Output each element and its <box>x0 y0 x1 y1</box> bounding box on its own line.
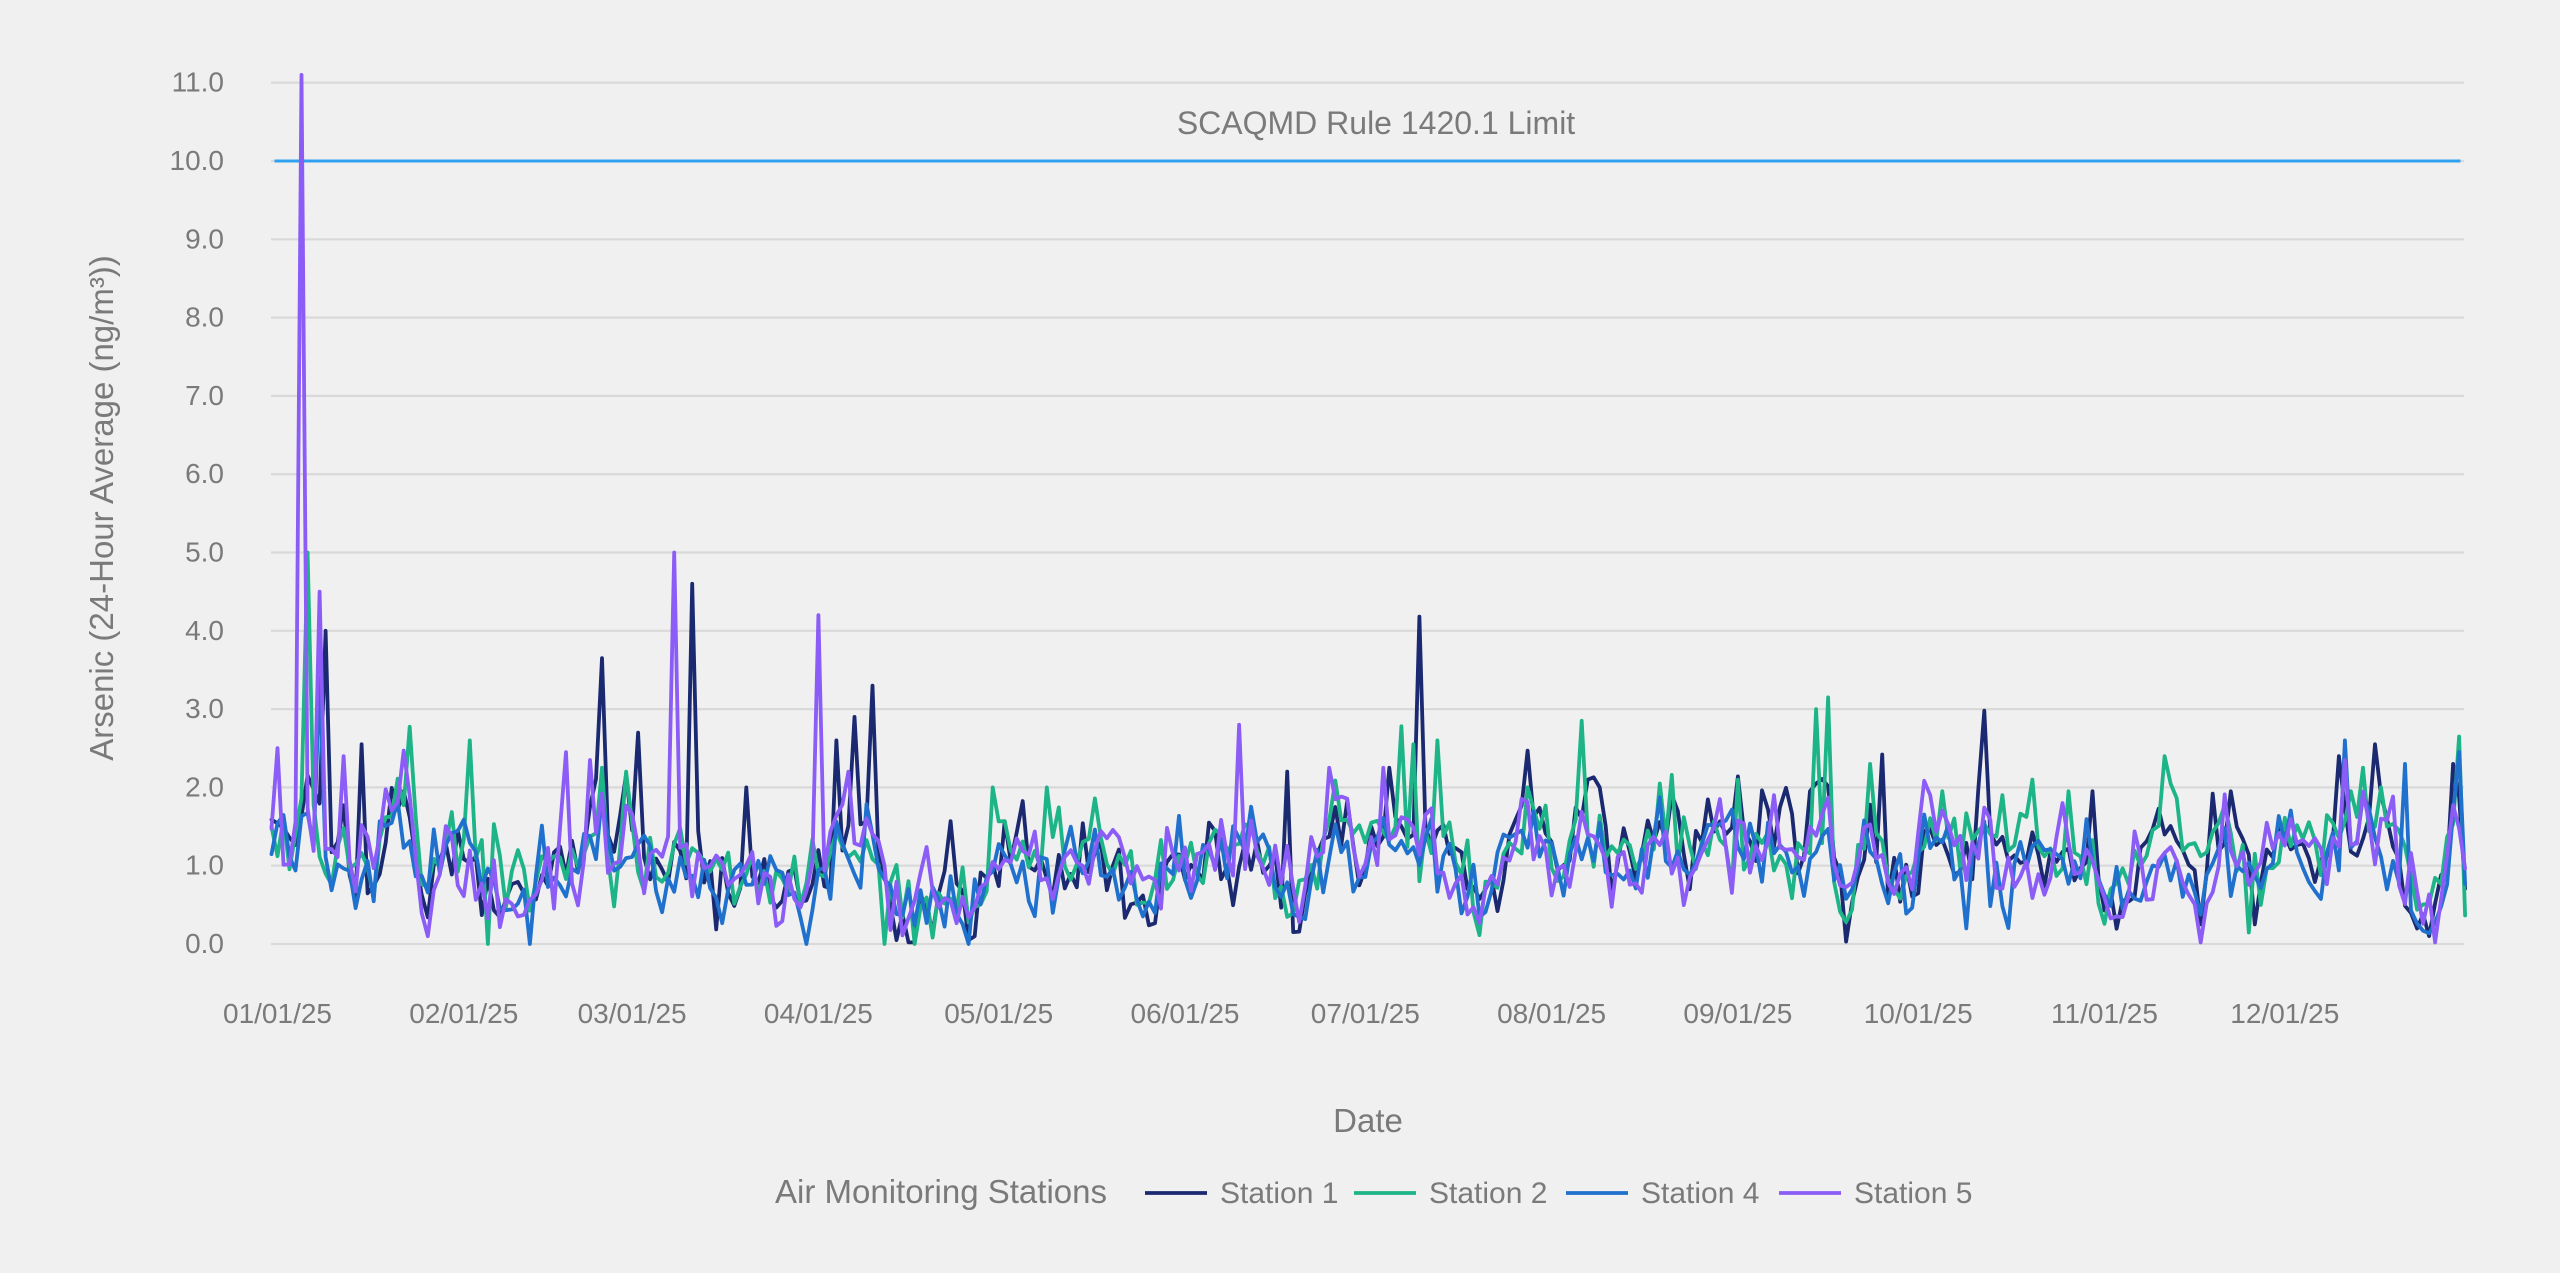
svg-text:10.0: 10.0 <box>170 145 225 176</box>
svg-text:11/01/25: 11/01/25 <box>2051 998 2158 1029</box>
svg-text:5.0: 5.0 <box>185 537 224 568</box>
svg-text:6.0: 6.0 <box>185 458 224 489</box>
svg-text:3.0: 3.0 <box>185 693 224 724</box>
svg-text:0.0: 0.0 <box>185 928 224 959</box>
svg-text:2.0: 2.0 <box>185 771 224 802</box>
svg-text:09/01/25: 09/01/25 <box>1683 998 1792 1029</box>
svg-text:01/01/25: 01/01/25 <box>223 998 332 1029</box>
svg-text:Station 2: Station 2 <box>1429 1177 1547 1210</box>
svg-text:Air Monitoring Stations: Air Monitoring Stations <box>775 1173 1107 1210</box>
svg-text:8.0: 8.0 <box>185 302 224 333</box>
svg-text:1.0: 1.0 <box>185 850 224 881</box>
svg-text:4.0: 4.0 <box>185 615 224 646</box>
svg-text:Station 1: Station 1 <box>1220 1177 1338 1210</box>
svg-text:SCAQMD Rule 1420.1 Limit: SCAQMD Rule 1420.1 Limit <box>1177 105 1575 141</box>
svg-text:05/01/25: 05/01/25 <box>944 998 1053 1029</box>
svg-text:9.0: 9.0 <box>185 223 224 254</box>
svg-text:02/01/25: 02/01/25 <box>409 998 518 1029</box>
svg-text:10/01/25: 10/01/25 <box>1864 998 1973 1029</box>
svg-text:08/01/25: 08/01/25 <box>1497 998 1606 1029</box>
svg-text:Station 4: Station 4 <box>1641 1177 1759 1210</box>
svg-text:Arsenic (24-Hour Average (ng/m: Arsenic (24-Hour Average (ng/m³)) <box>83 255 120 761</box>
svg-text:12/01/25: 12/01/25 <box>2230 998 2339 1029</box>
svg-text:07/01/25: 07/01/25 <box>1311 998 1420 1029</box>
svg-text:03/01/25: 03/01/25 <box>578 998 687 1029</box>
svg-text:Station 5: Station 5 <box>1854 1177 1972 1210</box>
svg-text:04/01/25: 04/01/25 <box>764 998 873 1029</box>
svg-text:7.0: 7.0 <box>185 380 224 411</box>
svg-text:06/01/25: 06/01/25 <box>1131 998 1240 1029</box>
svg-text:Date: Date <box>1333 1102 1403 1139</box>
svg-text:11.0: 11.0 <box>172 67 224 98</box>
